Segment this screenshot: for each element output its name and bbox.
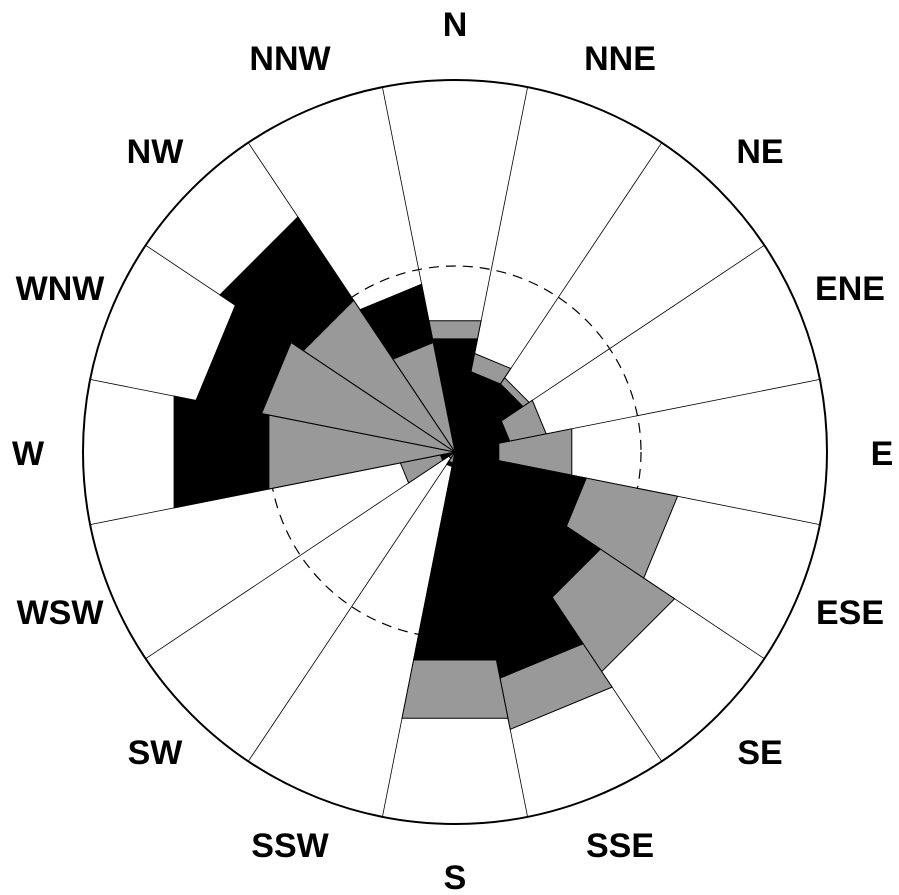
label-w: W: [12, 435, 45, 473]
label-n: N: [443, 6, 468, 44]
label-ne: NE: [736, 133, 783, 171]
label-e: E: [871, 435, 894, 473]
label-nne: NNE: [584, 40, 656, 78]
label-nw: NW: [127, 133, 185, 171]
bar-s-series-1: [412, 451, 498, 661]
label-ese: ESE: [816, 594, 884, 632]
label-nnw: NNW: [249, 40, 331, 78]
label-wnw: WNW: [16, 270, 106, 308]
bar-nnw-series-2: [392, 341, 456, 453]
label-ssw: SSW: [251, 827, 329, 865]
spoke-sw: [145, 451, 456, 660]
label-s: S: [444, 859, 467, 895]
spoke-ssw: [247, 451, 456, 762]
label-sse: SSE: [586, 827, 654, 865]
label-ene: ENE: [815, 270, 885, 308]
label-wsw: WSW: [17, 594, 105, 632]
outer-ring: [82, 79, 828, 825]
label-sw: SW: [128, 734, 184, 772]
bar-layer: [173, 216, 679, 730]
label-se: SE: [737, 734, 782, 772]
